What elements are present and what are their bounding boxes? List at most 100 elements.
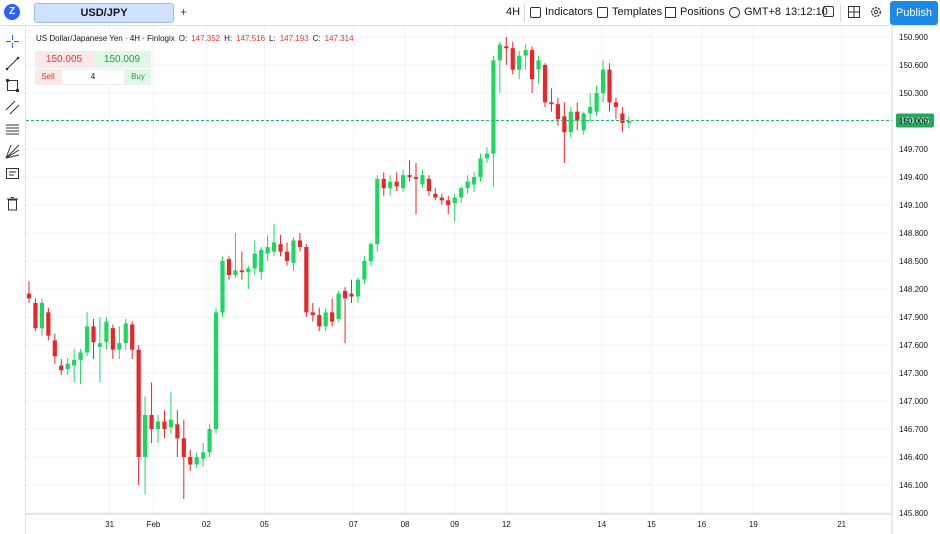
- bullish-candle: [452, 193, 457, 222]
- bullish-candle: [355, 277, 361, 303]
- price-axis[interactable]: 150.900 150.600 150.300 150.000 149.700 149.4…: [891, 26, 928, 534]
- interval-selector[interactable]: 4H: [506, 6, 520, 18]
- crosshair-tool[interactable]: [5, 34, 20, 49]
- candle-body: [394, 181, 399, 187]
- candle-body: [91, 326, 96, 343]
- bullish-candle: [375, 175, 380, 252]
- legend-low-value: 147.193: [279, 34, 309, 43]
- bullish-candle: [588, 93, 593, 121]
- bearish-candle: [136, 345, 141, 485]
- indicators-button[interactable]: Indicators: [530, 6, 593, 18]
- indicators-icon: [530, 6, 541, 18]
- bullish-candle: [194, 452, 199, 469]
- positions-button[interactable]: Positions: [665, 6, 725, 18]
- candle-body: [78, 352, 83, 360]
- time-tick-label: 21: [837, 520, 846, 529]
- candle-body: [555, 104, 560, 120]
- candle-body: [465, 181, 470, 189]
- candle-body: [220, 261, 225, 313]
- price-tick-label: 147.300: [899, 369, 928, 378]
- trend-line-tool[interactable]: [5, 56, 20, 71]
- bearish-candle: [330, 298, 335, 327]
- bullish-candle: [626, 116, 631, 129]
- buy-price-button[interactable]: 150.009: [93, 51, 151, 68]
- bullish-candle: [323, 307, 328, 331]
- candle-body: [59, 365, 64, 371]
- candle-body: [110, 328, 115, 350]
- quantity-input[interactable]: 4: [61, 69, 125, 85]
- publish-button[interactable]: Publish: [890, 1, 938, 25]
- price-tick-label: 145.800: [899, 509, 928, 518]
- candle-body: [201, 452, 206, 459]
- bullish-candle: [168, 391, 173, 434]
- candle-body: [291, 240, 296, 263]
- candle-body: [259, 249, 264, 273]
- legend-close-value: 147.314: [324, 34, 354, 43]
- bearish-candle: [426, 175, 431, 196]
- toolbar-divider: [524, 4, 525, 22]
- add-tab-button[interactable]: +: [180, 5, 188, 19]
- candle-body: [581, 113, 586, 131]
- bearish-candle: [297, 233, 302, 252]
- timezone-selector[interactable]: GMT+8 13:12:10: [729, 6, 828, 18]
- text-note-tool[interactable]: [5, 166, 20, 181]
- candlestick-chart[interactable]: 150.005 150.900 150.600 150.300 150.000 149.…: [26, 26, 940, 534]
- bearish-candle: [59, 359, 64, 375]
- buy-button[interactable]: Buy: [125, 69, 151, 85]
- candle-body: [310, 312, 315, 316]
- gann-fan-tool[interactable]: [5, 144, 20, 159]
- bullish-candle: [362, 256, 367, 285]
- sell-button[interactable]: Sell: [35, 69, 61, 85]
- delete-drawings-tool[interactable]: [5, 196, 20, 211]
- candle-body: [168, 419, 173, 428]
- candle-body: [375, 178, 380, 245]
- layout-button[interactable]: [848, 6, 860, 18]
- time-tick-label: 05: [260, 520, 269, 529]
- bullish-candle: [594, 85, 599, 117]
- symbol-search-input[interactable]: USD/JPY: [34, 3, 174, 23]
- bullish-candle: [484, 147, 490, 163]
- candle-body: [355, 279, 361, 297]
- candle-body: [433, 193, 438, 198]
- time-axis[interactable]: 31 Feb 02 05 07 08 09 12 14 15 16 19 21: [26, 513, 892, 529]
- bearish-candle: [91, 318, 96, 359]
- candle-body: [413, 177, 419, 179]
- bullish-candle: [213, 307, 219, 434]
- bearish-candle: [342, 287, 348, 344]
- settings-button[interactable]: [870, 6, 882, 18]
- candle-body: [568, 111, 573, 133]
- candle-body: [239, 270, 244, 273]
- candle-body: [265, 247, 270, 254]
- bullish-candle: [517, 51, 522, 79]
- bullish-candle: [291, 237, 296, 271]
- grid-layout-icon: [848, 6, 860, 18]
- bullish-candle: [471, 172, 477, 192]
- candle-body: [542, 65, 548, 103]
- rectangle-tool[interactable]: [5, 78, 20, 93]
- bearish-candle: [162, 410, 167, 439]
- candle-body: [213, 312, 219, 429]
- app-logo-icon[interactable]: Z: [4, 4, 20, 20]
- fib-retracement-tool[interactable]: [5, 122, 20, 137]
- candle-body: [562, 116, 567, 133]
- bullish-candle: [252, 240, 257, 275]
- candle-body: [233, 270, 238, 275]
- screenshot-button[interactable]: [823, 6, 834, 17]
- trend-line-icon: [5, 56, 20, 71]
- parallel-channel-tool[interactable]: [5, 100, 20, 115]
- bearish-candle: [304, 244, 309, 317]
- bearish-candle: [510, 41, 515, 75]
- candle-body: [575, 111, 580, 121]
- bearish-candle: [52, 333, 57, 364]
- candle-body: [252, 253, 257, 269]
- crosshair-icon: [6, 35, 19, 48]
- templates-button[interactable]: Templates: [597, 6, 662, 18]
- candle-body: [194, 457, 199, 465]
- candle-body: [284, 251, 290, 261]
- candle-body: [26, 293, 32, 299]
- candle-body: [491, 60, 496, 154]
- legend-symbol-name: US Dollar/Japanese Yen · 4H · Finlogix: [36, 34, 175, 43]
- sell-price-button[interactable]: 150.005: [35, 51, 93, 68]
- candle-body: [349, 293, 354, 297]
- candle-body: [536, 60, 541, 70]
